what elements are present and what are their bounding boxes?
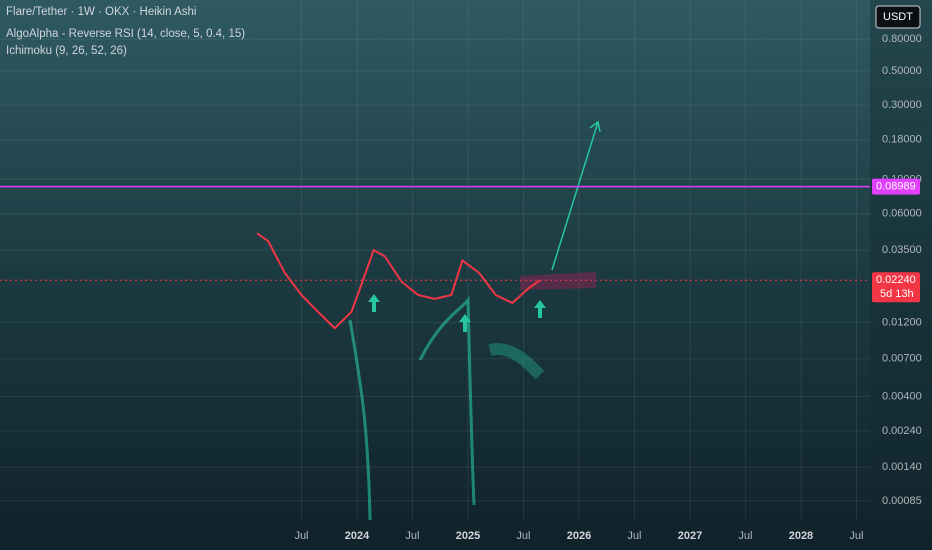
x-tick-label: 2028 <box>789 530 813 542</box>
y-tick-label: 0.03500 <box>882 244 922 256</box>
y-tick-label: 0.00140 <box>882 461 922 473</box>
y-tick-label: 0.00085 <box>882 495 922 507</box>
rsi-band <box>348 319 372 521</box>
rsi-band <box>418 295 476 506</box>
y-tick-label: 0.50000 <box>882 65 922 77</box>
x-tick-label: Jul <box>738 530 752 542</box>
y-tick-label: 0.00400 <box>882 390 922 402</box>
x-tick-label: Jul <box>516 530 530 542</box>
price-label-box <box>872 272 920 303</box>
cloud <box>520 272 596 290</box>
currency-button[interactable] <box>875 5 921 29</box>
legend-indicator: AlgoAlpha - Reverse RSI (14, close, 5, 0… <box>6 28 245 40</box>
y-tick-label: 0.18000 <box>882 134 922 146</box>
x-tick-label: Jul <box>405 530 419 542</box>
x-tick-label: Jul <box>294 530 308 542</box>
x-tick-label: Jul <box>627 530 641 542</box>
grid <box>0 0 870 520</box>
price-label-box <box>872 178 920 195</box>
y-tick-label: 0.30000 <box>882 99 922 111</box>
x-tick-label: 2026 <box>567 530 591 542</box>
price-label: 0.02240 <box>876 274 916 286</box>
price-line-series <box>256 232 541 330</box>
y-tick-label: 0.00240 <box>882 425 922 437</box>
projection-arrow <box>551 120 601 271</box>
countdown: 5d 13h <box>880 288 914 300</box>
y-tick-label: 0.00700 <box>882 353 922 365</box>
currency[interactable]: USDT <box>883 11 913 23</box>
y-tick-label: 0.01200 <box>882 316 922 328</box>
x-tick-label: 2025 <box>456 530 480 542</box>
price-scale <box>870 0 932 520</box>
x-tick-label: 2024 <box>345 530 370 542</box>
legend-title: Flare/Tether · 1W · OKX · Heikin Ashi <box>6 6 196 18</box>
y-tick-label: 0.80000 <box>882 33 922 45</box>
rsi-band <box>488 343 545 380</box>
legend-indicator: Ichimoku (9, 26, 52, 26) <box>6 45 127 57</box>
x-tick-label: Jul <box>849 530 863 542</box>
price-label: 0.08989 <box>876 180 916 192</box>
y-tick-label: 0.06000 <box>882 208 922 220</box>
x-tick-label: 2027 <box>678 530 702 542</box>
